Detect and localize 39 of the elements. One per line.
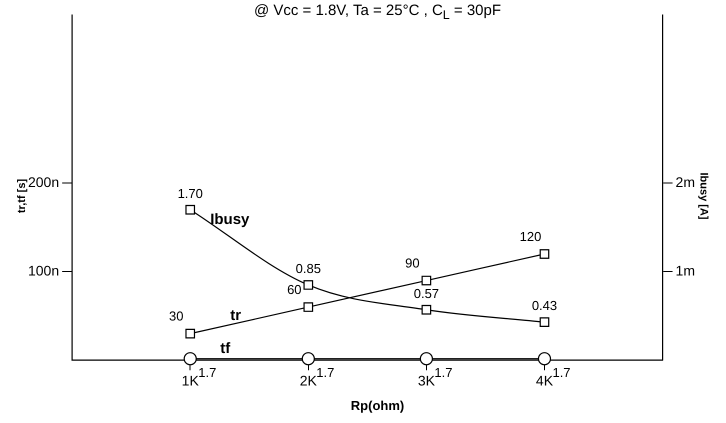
data-label: 0.57 bbox=[414, 286, 440, 301]
chart-title: @ Vcc = 1.8V, Ta = 25°C , C$_{L}$ = 30pF bbox=[252, 2, 502, 22]
point bbox=[422, 276, 432, 286]
point bbox=[185, 204, 196, 215]
y2-tick-label: 1m bbox=[676, 262, 696, 279]
point bbox=[303, 280, 314, 290]
data-label: 90 bbox=[405, 256, 420, 271]
point bbox=[184, 352, 197, 366]
x-tick-label: 1K bbox=[182, 372, 200, 388]
data-label: 120 bbox=[520, 229, 542, 244]
data-label: 0.85 bbox=[296, 261, 321, 276]
x-tick-label: 3K bbox=[418, 372, 436, 388]
y-axis-title: tr,tf [s] bbox=[16, 178, 28, 214]
y2-tick-label: 2m bbox=[676, 174, 696, 190]
x-tick-label: 4K bbox=[536, 372, 554, 388]
y2-axis-title: Ibusy [A] bbox=[698, 172, 710, 220]
point bbox=[540, 249, 550, 259]
data-label: 1.7 bbox=[198, 364, 216, 380]
data-label: 1.70 bbox=[178, 186, 203, 201]
point bbox=[185, 328, 196, 338]
point bbox=[538, 352, 552, 366]
series-label: Ibusy bbox=[210, 210, 250, 228]
point bbox=[540, 317, 550, 327]
data-label: 1.7 bbox=[434, 364, 452, 380]
series-label: tf bbox=[220, 340, 232, 357]
data-label: 60 bbox=[287, 282, 302, 298]
data-label: 1.7 bbox=[316, 364, 334, 380]
data-label: 0.43 bbox=[532, 298, 558, 314]
series-label: tr bbox=[230, 306, 242, 324]
data-label: 30 bbox=[168, 308, 184, 324]
x-axis-title: Rp(ohm) bbox=[350, 398, 406, 413]
point bbox=[422, 304, 432, 315]
x-tick-label: 2K bbox=[300, 372, 318, 388]
point bbox=[303, 302, 314, 312]
y-tick-label: 200n bbox=[28, 174, 60, 190]
point bbox=[302, 352, 315, 366]
y-tick-label: 100n bbox=[28, 262, 60, 279]
point bbox=[420, 352, 433, 366]
data-label: 1.7 bbox=[552, 364, 571, 380]
